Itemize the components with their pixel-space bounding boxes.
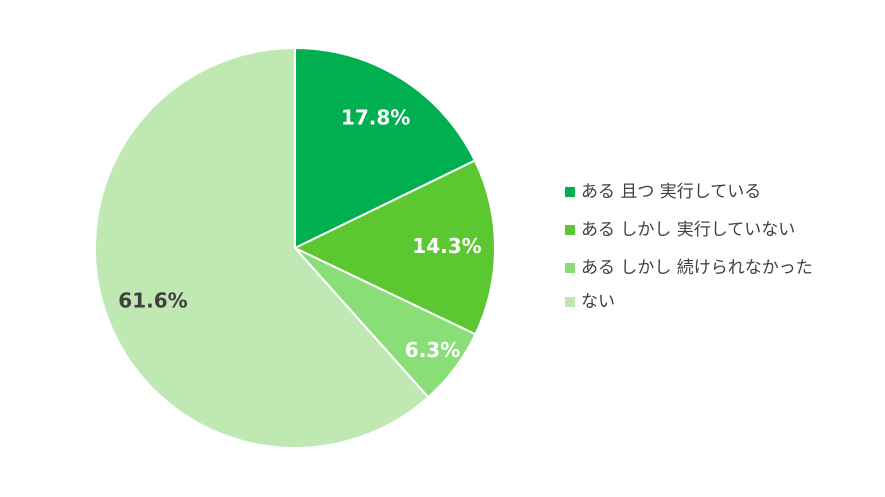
legend-swatch [565,297,575,307]
pie-slice [292,159,496,336]
legend-swatch [565,187,575,197]
data-label: 6.3% [405,338,460,362]
legend-label: ある しかし 続けられなかった [581,258,813,278]
legend-label: ない [581,292,615,312]
data-label: 14.3% [412,234,481,258]
pie-slice [294,46,477,250]
legend-label: ある しかし 実行していない [581,220,795,240]
legend-swatch [565,225,575,235]
pie-slice [94,46,430,449]
legend-label: ある 且つ 実行している [581,182,761,202]
data-label: 61.6% [118,289,187,313]
data-label: 17.8% [341,106,410,130]
legend-swatch [565,263,575,273]
